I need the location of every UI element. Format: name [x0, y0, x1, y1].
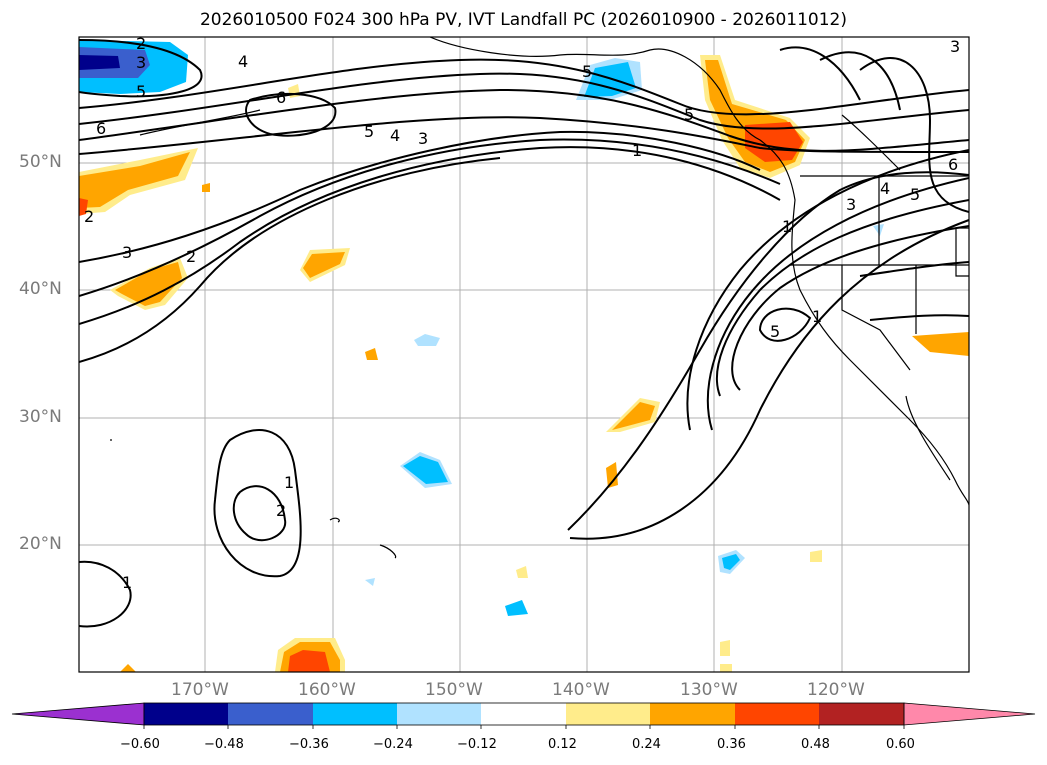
contour-line — [79, 138, 781, 297]
colorbar-swatch — [228, 703, 313, 725]
contour-label: 3 — [846, 195, 856, 214]
contour-line — [716, 199, 969, 397]
lon-label: 120°W — [807, 680, 865, 700]
contour-label: 2 — [84, 207, 94, 226]
coastlines — [110, 37, 969, 559]
contour-line — [859, 261, 969, 277]
contour-line — [79, 39, 203, 98]
colorbar-tick-label: −0.36 — [289, 737, 329, 752]
contour-label: 5 — [910, 185, 920, 204]
contour-line — [869, 314, 969, 321]
contour-label: 3 — [418, 129, 428, 148]
contour-line — [79, 88, 969, 152]
map-frame — [78, 36, 970, 673]
contour-label: 5 — [582, 62, 592, 81]
colorbar-tick-label: −0.12 — [457, 737, 497, 752]
colorbar-swatch — [735, 703, 819, 725]
contour-label-group: 2 3 5 4 6 6 5 4 3 1 2 3 2 5 1 1 2 1 3 5 … — [84, 34, 960, 592]
contour-label: 6 — [948, 155, 958, 174]
colorbar-swatch — [397, 703, 481, 725]
contour-line — [245, 92, 337, 137]
contour-line — [819, 51, 901, 111]
contour-line — [79, 130, 761, 263]
contour-line — [79, 72, 969, 130]
contour-label: 6 — [96, 119, 106, 138]
contour-line — [779, 46, 861, 101]
colorbar-tick-label: 0.12 — [548, 737, 577, 752]
colorbar-extend-low — [11, 702, 145, 726]
contour-line — [569, 219, 969, 540]
colorbar — [11, 702, 1036, 729]
contour-line — [213, 429, 302, 578]
contour-label: 5 — [684, 105, 694, 124]
contour-label: 3 — [122, 243, 132, 262]
contour-label: 4 — [880, 179, 890, 198]
colorbar-swatch — [650, 703, 735, 725]
chart-title: 2026010500 F024 300 hPa PV, IVT Landfall… — [199, 10, 847, 30]
lat-label: 30°N — [19, 407, 62, 427]
contour-label: 2 — [186, 247, 196, 266]
contour-label: 2 — [276, 501, 286, 520]
contour-label: 4 — [238, 52, 248, 71]
contour-line — [79, 58, 969, 116]
contour-label: 3 — [136, 53, 146, 72]
colorbar-swatch — [144, 703, 228, 725]
contour-label: 1 — [284, 473, 294, 492]
colorbar-swatch — [819, 703, 904, 725]
lon-label: 150°W — [425, 680, 483, 700]
colorbar-swatch — [313, 703, 397, 725]
colorbar-swatch — [481, 703, 566, 725]
contour-line — [567, 171, 969, 531]
lat-label: 50°N — [19, 152, 62, 172]
colorbar-tick-label: −0.48 — [204, 737, 244, 752]
contour-label: 2 — [136, 34, 146, 53]
colorbar-tick-label: 0.48 — [801, 737, 830, 752]
colorbar-tick-label: −0.60 — [120, 737, 160, 752]
pv-shading — [79, 40, 969, 672]
contour-label: 1 — [782, 217, 792, 236]
colorbar-tick-label: 0.36 — [717, 737, 746, 752]
lon-label: 140°W — [552, 680, 610, 700]
contour-label: 5 — [136, 82, 146, 101]
lon-label: 160°W — [298, 680, 356, 700]
lat-label: 40°N — [19, 279, 62, 299]
gridlines — [79, 37, 969, 672]
contour-line — [232, 485, 287, 542]
contour-label: 1 — [632, 141, 642, 160]
colorbar-tick-label: 0.60 — [886, 737, 915, 752]
contour-line — [758, 307, 812, 342]
contour-line — [731, 225, 969, 391]
contour-line — [79, 146, 781, 325]
contour-line — [706, 177, 969, 431]
lon-label: 130°W — [680, 680, 738, 700]
colorbar-extend-high — [903, 702, 1036, 726]
colorbar-tick-label: −0.24 — [373, 737, 413, 752]
contour-label: 6 — [276, 88, 286, 107]
coastline-alaska — [429, 37, 969, 506]
contour-line — [859, 57, 969, 213]
contour-label: 4 — [390, 126, 400, 145]
colorbar-swatch — [566, 703, 650, 725]
contour-line — [79, 560, 132, 628]
contour-line — [686, 149, 969, 431]
contour-label: 5 — [770, 322, 780, 341]
contour-label: 1 — [122, 573, 132, 592]
contour-label: 1 — [812, 307, 822, 326]
contour-label: 3 — [950, 37, 960, 56]
ivt-contours — [79, 39, 969, 628]
contour-line — [79, 157, 501, 363]
colorbar-tick-label: 0.24 — [632, 737, 661, 752]
lon-label: 170°W — [171, 680, 229, 700]
contour-label: 5 — [364, 122, 374, 141]
lat-label: 20°N — [19, 534, 62, 554]
